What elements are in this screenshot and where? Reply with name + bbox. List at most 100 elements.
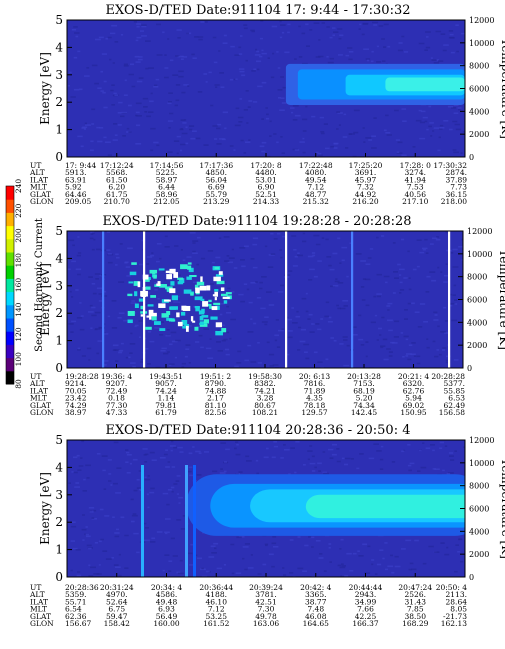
chart-title: EXOS-D/TED Date:911104 20:28:36 - 20:50:… xyxy=(106,423,411,438)
table-row-label: ALT xyxy=(29,168,45,177)
emission-patch xyxy=(201,315,209,318)
emission-patch xyxy=(158,268,165,271)
saturated-spot xyxy=(214,291,218,297)
table-cell: 5377. xyxy=(444,379,465,388)
emission-patch xyxy=(215,305,220,310)
table-cell: 63.91 xyxy=(65,175,86,184)
emission-patch xyxy=(221,328,227,333)
table-cell: 160.00 xyxy=(153,619,179,628)
y2-tick-label: 12000 xyxy=(469,16,494,25)
table-row-label: MLT xyxy=(30,394,47,403)
saturated-spot xyxy=(140,314,146,317)
table-cell: 17:30:32 xyxy=(433,161,467,170)
colorbar-segment xyxy=(6,278,14,293)
emission-patch xyxy=(199,321,207,325)
table-cell: 9214. xyxy=(65,379,86,388)
table-cell: 20:13:28 xyxy=(347,372,381,381)
table-cell: 6.69 xyxy=(208,183,225,192)
saturated-spot xyxy=(211,306,218,311)
saturated-spot xyxy=(158,303,166,308)
emission-patch xyxy=(214,289,219,292)
colorbar-segment xyxy=(6,199,14,213)
table-cell: 59.47 xyxy=(106,612,128,621)
table-cell: 166.37 xyxy=(352,619,378,628)
emission-patch xyxy=(216,280,225,285)
table-cell: 2874. xyxy=(446,168,467,177)
table-cell: 5.20 xyxy=(356,394,373,403)
table-cell: 20:39:24 xyxy=(249,583,283,592)
table-cell: 74.29 xyxy=(65,401,87,410)
y-tick-label: 2 xyxy=(55,95,63,109)
table-cell: 7.48 xyxy=(307,605,324,614)
emission-patch xyxy=(195,307,200,312)
emission-patch xyxy=(190,292,194,296)
y-axis-label: Energy [eV] xyxy=(38,263,52,336)
saturated-spot xyxy=(218,271,223,275)
y2-tick-label: 2000 xyxy=(469,550,489,559)
colorbar-segment xyxy=(6,344,14,359)
colorbar: 80 100 120 140 160 180 200 220 240 Second Harmoni… xyxy=(5,179,45,389)
y-tick-label: 4 xyxy=(55,40,63,54)
table-cell: 44.92 xyxy=(355,190,377,199)
table-cell: 6.90 xyxy=(258,183,275,192)
table-cell: 19:58:30 xyxy=(248,372,282,381)
emission-patch xyxy=(194,326,199,331)
saturated-spot xyxy=(142,274,149,280)
table-cell: 129.57 xyxy=(301,408,327,417)
table-cell: 214.33 xyxy=(253,197,279,206)
heatmap-area xyxy=(67,20,465,157)
colorbar-tick-label: 160 xyxy=(14,278,23,293)
emission-patch xyxy=(133,281,140,286)
table-row-label: ILAT xyxy=(30,597,48,606)
colorbar-segment xyxy=(6,225,14,240)
table-cell: 62.76 xyxy=(403,386,425,395)
colorbar-tick-label: 200 xyxy=(14,228,23,243)
table-cell: 28.64 xyxy=(446,597,468,606)
table-cell: 5568. xyxy=(106,168,127,177)
saturated-spot xyxy=(222,296,230,299)
table-cell: 5359. xyxy=(65,590,86,599)
saturated-spot xyxy=(165,270,173,274)
table-cell: 20:31:24 xyxy=(100,583,134,592)
panel-3: EXOS-D/TED Date:911104 20:28:36 - 20:50:… xyxy=(29,423,505,628)
emission-patch xyxy=(187,262,192,265)
table-cell: 2943. xyxy=(355,590,376,599)
vertical-stripe xyxy=(448,231,451,368)
table-cell: 9207. xyxy=(106,379,127,388)
table-cell: 20:36:44 xyxy=(199,583,233,592)
emission-patch xyxy=(194,305,200,309)
y2-tick-label: 6000 xyxy=(469,85,489,94)
table-cell: 20:21: 4 xyxy=(398,372,430,381)
chart-title: EXOS-D/TED Date:911104 19:28:28 - 20:28:… xyxy=(102,214,411,229)
y-tick-label: 2 xyxy=(55,515,63,529)
y2-tick-label: 8000 xyxy=(467,273,487,282)
table-cell: 20:34: 4 xyxy=(151,583,183,592)
emission-patch xyxy=(153,274,157,279)
table-cell: 72.49 xyxy=(106,386,128,395)
saturated-spot xyxy=(206,285,211,291)
table-row-label: ALT xyxy=(29,379,45,388)
table-cell: 58.96 xyxy=(156,190,178,199)
table-cell: 5.92 xyxy=(65,183,82,192)
table-cell: 62.36 xyxy=(65,612,87,621)
emission-patch xyxy=(159,284,167,288)
y2-tick-label: 10000 xyxy=(469,39,494,48)
emission-patch xyxy=(165,286,173,290)
table-cell: 2526. xyxy=(405,590,426,599)
table-cell: 80.67 xyxy=(254,401,276,410)
table-cell: 58.97 xyxy=(156,175,178,184)
table-cell: 168.29 xyxy=(402,619,428,628)
table-cell: 17: 9:44 xyxy=(65,161,97,170)
y-axis-label: Energy [eV] xyxy=(38,472,52,545)
table-cell: 61.75 xyxy=(106,190,128,199)
heatmap-background xyxy=(67,231,463,368)
emission-patch xyxy=(183,289,192,294)
saturated-spot xyxy=(148,309,154,316)
emission-patch xyxy=(140,305,144,310)
table-cell: 53.25 xyxy=(206,612,228,621)
colorbar-segment xyxy=(6,186,14,200)
emission-patch xyxy=(181,320,188,325)
saturated-spot xyxy=(213,276,221,282)
table-cell: 55.71 xyxy=(65,597,86,606)
table-cell: 5.94 xyxy=(405,394,422,403)
